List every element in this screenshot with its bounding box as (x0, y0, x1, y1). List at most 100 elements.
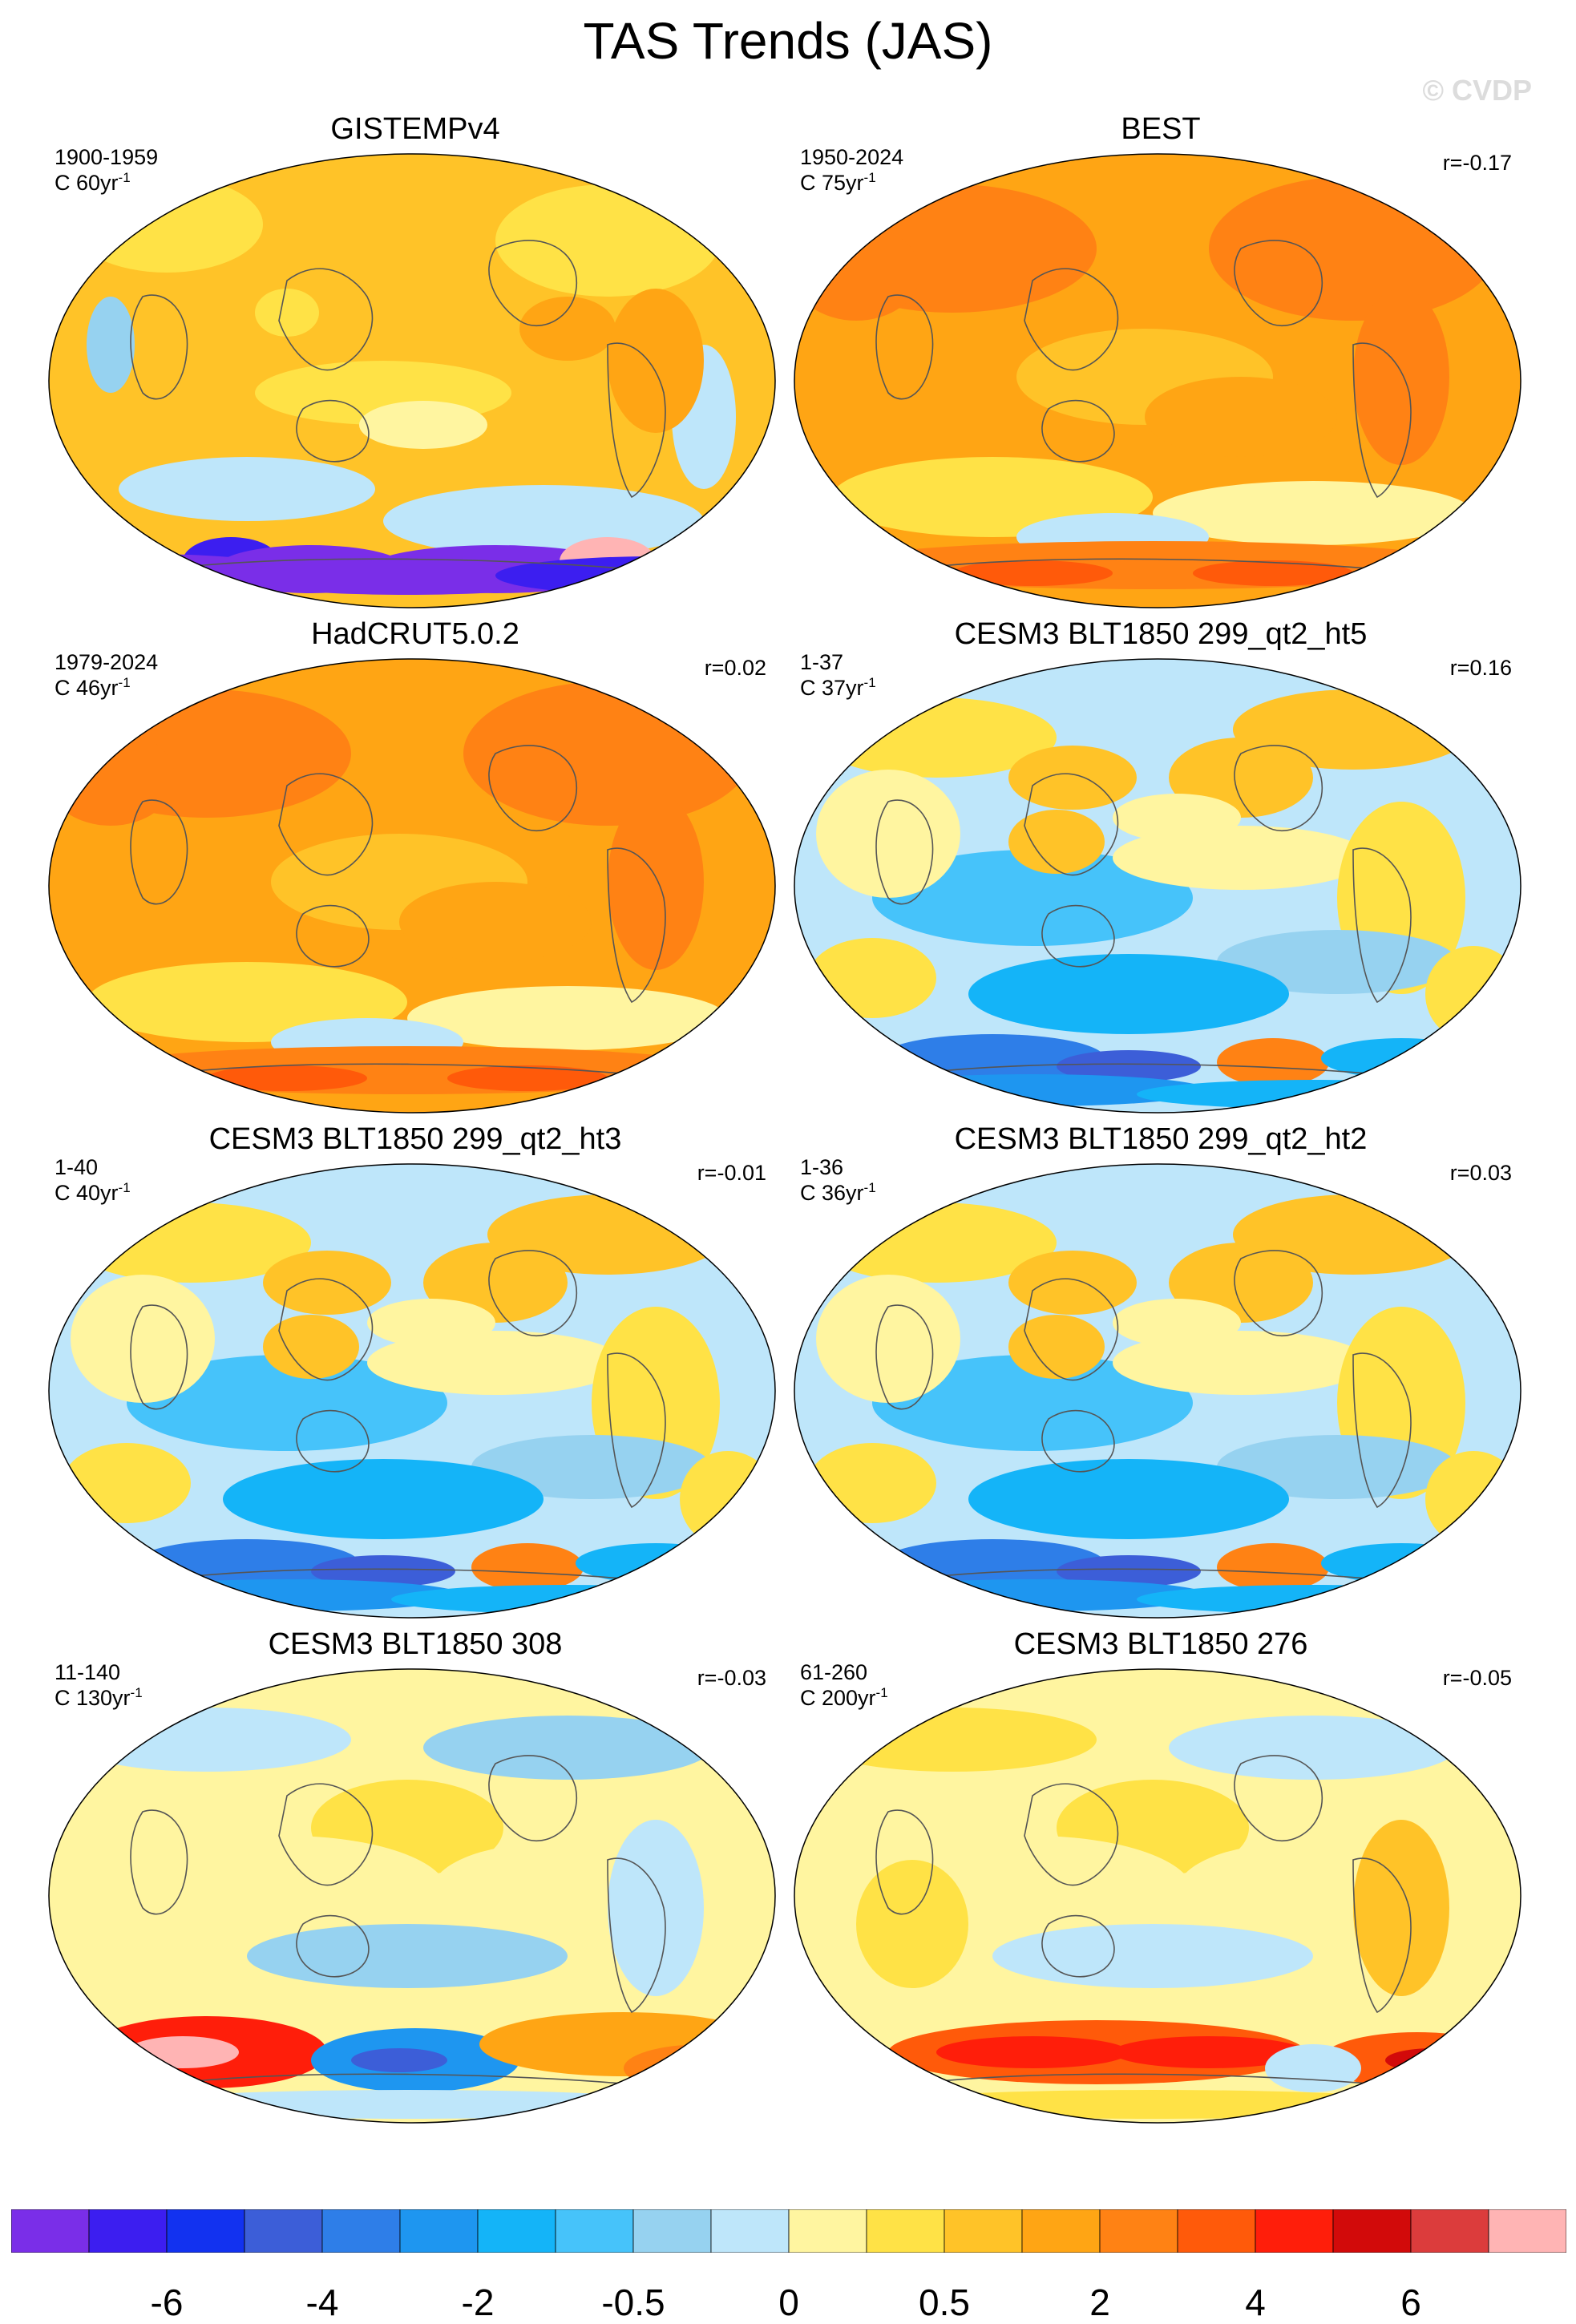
panel-scale-exponent: -1 (863, 1180, 876, 1195)
panel-correlation: r=0.16 (1449, 656, 1512, 680)
panel-scale: C 36yr-1 (800, 1180, 876, 1206)
panel-period: 61-260 (800, 1660, 868, 1684)
coastlines (875, 240, 1418, 574)
colorbar-swatch (166, 2209, 245, 2253)
colorbar-swatch (632, 2209, 712, 2253)
panel-scale: C 40yr-1 (55, 1180, 131, 1206)
map-panel: GISTEMPv4 1900-1959 C 60yr-1 (46, 112, 784, 609)
colorbar-tick-label: -0.5 (601, 2282, 665, 2323)
panel-period: 1-40 (55, 1155, 99, 1179)
colorbar-swatch (555, 2209, 634, 2253)
colorbar-swatch (88, 2209, 168, 2253)
panel-title: CESM3 BLT1850 299_qt2_ht2 (954, 1122, 1368, 1156)
panel-title: BEST (1121, 112, 1201, 146)
colorbar-swatch (944, 2209, 1023, 2253)
panel-correlation: r=0.03 (1449, 1161, 1512, 1185)
panel-scale-text: C 36yr (800, 1181, 864, 1205)
panel-title: CESM3 BLT1850 276 (1013, 1627, 1308, 1661)
coastlines (130, 1755, 673, 2089)
robinson-map (48, 153, 776, 608)
panel-period: 11-140 (55, 1660, 121, 1684)
panel-scale-exponent: -1 (863, 675, 876, 690)
panel-scale-exponent: -1 (118, 675, 131, 690)
colorbar-swatch (321, 2209, 401, 2253)
panel-scale-exponent: -1 (118, 170, 131, 185)
robinson-map (794, 153, 1521, 608)
panel-scale: C 60yr-1 (55, 170, 131, 196)
robinson-map (48, 1163, 776, 1619)
map-border (794, 658, 1521, 1113)
map-border (794, 1668, 1521, 2124)
robinson-map (48, 658, 776, 1113)
panel-title: CESM3 BLT1850 308 (268, 1627, 563, 1661)
coastlines (875, 1755, 1418, 2089)
colorbar-swatch (477, 2209, 556, 2253)
watermark: © CVDP (1422, 74, 1532, 107)
colorbar (11, 2209, 1566, 2253)
panel-scale: C 130yr-1 (55, 1685, 143, 1711)
map-border (48, 1163, 776, 1619)
panel-correlation: r=-0.03 (697, 1666, 766, 1690)
panel-scale: C 37yr-1 (800, 675, 876, 701)
colorbar-swatch (1410, 2209, 1489, 2253)
panel-scale-text: C 75yr (800, 171, 864, 195)
colorbar-swatch (1488, 2209, 1566, 2253)
colorbar-tick-label: -2 (461, 2282, 495, 2323)
panel-scale: C 46yr-1 (55, 675, 131, 701)
figure-title: TAS Trends (JAS) (583, 12, 993, 70)
panel-scale-exponent: -1 (118, 1180, 131, 1195)
map-border (48, 1668, 776, 2124)
colorbar-tick-label: 0 (778, 2282, 799, 2323)
panel-correlation: r=-0.17 (1442, 151, 1512, 175)
trend-field (794, 659, 1521, 1113)
panel-correlation: r=-0.01 (697, 1161, 766, 1185)
map-panel: BEST 1950-2024 C 75yr-1 r=-0.17 (792, 112, 1530, 609)
panel-scale-text: C 60yr (55, 171, 119, 195)
robinson-map (794, 1668, 1521, 2124)
robinson-map (48, 1668, 776, 2124)
panel-period: 1979-2024 (55, 650, 159, 674)
panel-period: 1900-1959 (55, 145, 159, 169)
coastlines (875, 1250, 1418, 1584)
map-border (794, 153, 1521, 608)
trend-field (49, 1669, 775, 2123)
coastlines (130, 240, 673, 574)
map-panel: CESM3 BLT1850 299_qt2_ht2 1-36 C 36yr-1 r=0… (792, 1122, 1530, 1619)
map-border (48, 153, 776, 608)
panel-scale-text: C 37yr (800, 676, 864, 700)
trend-field (49, 1164, 775, 1618)
map-panel: CESM3 BLT1850 308 11-140 C 130yr-1 r=-0.03 (46, 1627, 784, 2124)
coastlines (875, 745, 1418, 1079)
map-panel: CESM3 BLT1850 299_qt2_ht5 1-37 C 37yr-1 r=0… (792, 617, 1530, 1114)
map-panel: HadCRUT5.0.2 1979-2024 C 46yr-1 r=0.02 (46, 617, 784, 1114)
panel-scale-exponent: -1 (875, 1685, 888, 1700)
colorbar-tick-label: 4 (1245, 2282, 1266, 2323)
colorbar-swatch (710, 2209, 790, 2253)
trend-field (49, 659, 775, 1113)
trend-field (794, 1669, 1521, 2123)
panel-scale: C 200yr-1 (800, 1685, 888, 1711)
panel-scale-text: C 200yr (800, 1686, 876, 1710)
panel-correlation: r=-0.05 (1442, 1666, 1512, 1690)
panel-scale-text: C 40yr (55, 1181, 119, 1205)
colorbar-swatch (399, 2209, 479, 2253)
colorbar-tick-label: -6 (150, 2282, 184, 2323)
trend-field (49, 154, 775, 608)
colorbar-swatch (1099, 2209, 1178, 2253)
colorbar-swatch (1021, 2209, 1101, 2253)
map-panel: CESM3 BLT1850 276 61-260 C 200yr-1 r=-0.05 (792, 1627, 1530, 2124)
panel-scale-text: C 46yr (55, 676, 119, 700)
panel-scale-exponent: -1 (130, 1685, 143, 1700)
colorbar-swatch (1332, 2209, 1412, 2253)
coastlines (130, 745, 673, 1079)
panel-title: GISTEMPv4 (330, 112, 500, 146)
colorbar-tick-label: 2 (1089, 2282, 1110, 2323)
trend-field (794, 1164, 1521, 1618)
robinson-map (794, 658, 1521, 1113)
map-panel: CESM3 BLT1850 299_qt2_ht3 1-40 C 40yr-1 r=-… (46, 1122, 784, 1619)
panel-period: 1-37 (800, 650, 844, 674)
panel-title: CESM3 BLT1850 299_qt2_ht5 (954, 617, 1368, 651)
colorbar-swatch (1177, 2209, 1256, 2253)
colorbar-swatch (866, 2209, 945, 2253)
robinson-map (794, 1163, 1521, 1619)
